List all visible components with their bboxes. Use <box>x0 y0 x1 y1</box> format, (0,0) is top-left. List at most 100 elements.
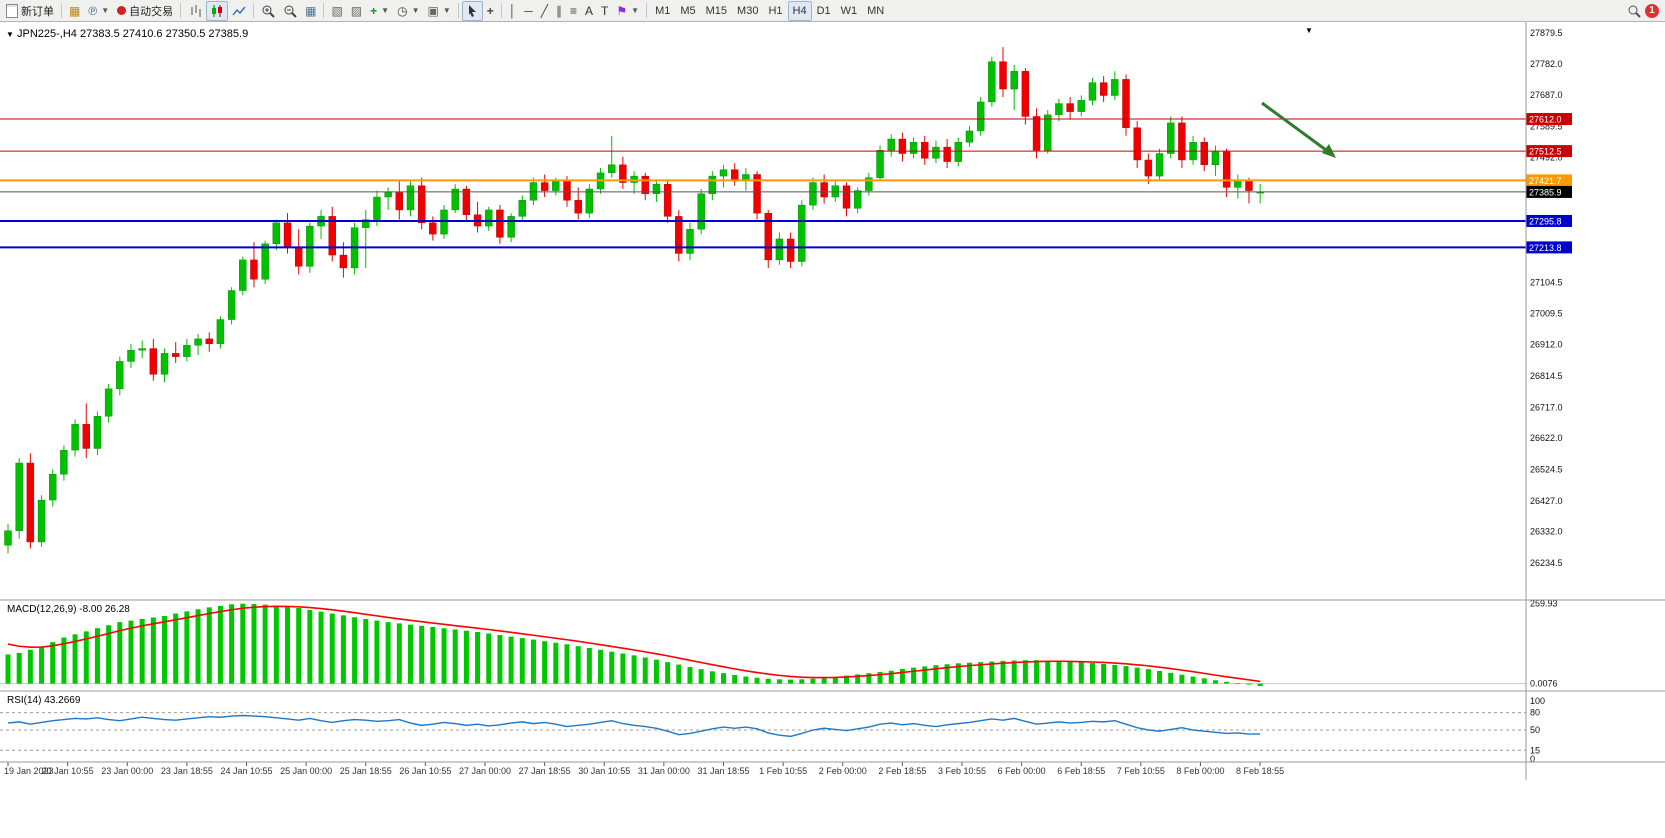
zoom-out-button[interactable] <box>279 1 301 21</box>
vertical-line-icon: │ <box>508 3 517 18</box>
candle-body <box>227 290 236 320</box>
timeframe-d1-button[interactable]: D1 <box>816 4 831 17</box>
candle-body <box>853 190 862 209</box>
fibonacci-tool[interactable]: ≡ <box>566 1 581 21</box>
price-tag-text: 27295.8 <box>1529 216 1562 226</box>
label-tool[interactable]: T <box>597 1 612 21</box>
search-button[interactable] <box>1623 1 1645 21</box>
zoom-in-button[interactable] <box>257 1 279 21</box>
rsi-axis-label: 50 <box>1530 725 1540 735</box>
candle-body <box>686 229 694 254</box>
timeframe-m30-button[interactable]: M30 <box>737 4 759 17</box>
autotrading-button[interactable]: 自动交易 <box>113 1 177 21</box>
candle-body <box>4 530 12 546</box>
trend-arrow[interactable] <box>1261 101 1336 158</box>
separator <box>457 3 459 18</box>
time-axis-label: 31 Jan 18:55 <box>697 766 749 776</box>
indicator-window-icon: ▧ <box>331 3 343 18</box>
timeframe-m1-button[interactable]: M1 <box>655 4 671 17</box>
periods-button[interactable]: ◷ ▼ <box>393 1 423 21</box>
candle-body <box>1055 103 1063 116</box>
candle-body <box>798 204 806 262</box>
horizontal-line-icon: ─ <box>524 3 533 18</box>
candle-body <box>887 138 895 151</box>
timeframe-m5-button[interactable]: M5 <box>680 4 696 17</box>
candle-body <box>250 259 258 280</box>
arrows-tool-icon: ⚑ <box>616 3 628 18</box>
indicator-list-button[interactable]: ▨ <box>347 1 366 21</box>
time-axis-label: 19 Jan 2023 <box>4 766 54 776</box>
rsi-line <box>7 714 1261 738</box>
candle-body <box>652 183 661 195</box>
templates-button[interactable]: ▣ ▼ <box>423 1 454 21</box>
time-axis-label: 23 Jan 00:00 <box>101 766 153 776</box>
time-axis-label: 26 Jan 10:55 <box>399 766 451 776</box>
line-chart-button[interactable] <box>228 1 250 21</box>
trendline-tool[interactable]: ╱ <box>537 1 552 21</box>
price-tag-text: 27385.9 <box>1529 187 1562 197</box>
tile-windows-button[interactable]: ▦ <box>301 1 320 21</box>
price-axis-label: 26234.5 <box>1530 558 1563 568</box>
crosshair-tool-button[interactable]: + <box>483 1 498 21</box>
candlestick-chart-button[interactable] <box>206 0 229 21</box>
line-chart-icon <box>232 6 246 15</box>
candle-body <box>1222 151 1231 188</box>
vertical-line-tool[interactable]: │ <box>505 1 521 21</box>
candle-body <box>1167 122 1175 154</box>
price-tag-bg <box>1526 145 1572 158</box>
profiles-button[interactable]: ℗ ▼ <box>84 1 113 21</box>
candle-body <box>909 142 918 154</box>
new-chart-button[interactable]: ▦ <box>65 1 84 21</box>
candle-body <box>529 182 538 201</box>
chart-canvas[interactable]: 27879.5 27782.0 27687.0 27589.5 27492.0 27104… <box>0 22 1665 833</box>
add-indicator-button[interactable]: + ▼ <box>366 1 393 21</box>
timeframe-h4-button[interactable]: H4 <box>787 0 812 21</box>
trend-arrow-shaft <box>1261 101 1327 152</box>
autotrading-label: 自动交易 <box>129 5 174 18</box>
candle-body <box>462 188 471 215</box>
text-tool[interactable]: A <box>581 1 597 21</box>
new-order-icon <box>6 3 18 18</box>
timeframe-h1-button[interactable]: H1 <box>768 4 783 17</box>
template-icon: ▣ <box>427 3 439 18</box>
price-axis-label: 26717.0 <box>1530 403 1563 413</box>
macd-signal-line <box>7 605 1261 683</box>
arrows-tool[interactable]: ⚑ ▼ <box>612 1 643 21</box>
candle-body <box>898 138 907 154</box>
candle-body <box>697 193 705 230</box>
candle-body <box>1211 151 1220 166</box>
price-axis-label: 27782.0 <box>1530 59 1563 69</box>
channel-tool[interactable]: ∥ <box>552 1 566 21</box>
candle-body <box>384 192 392 198</box>
candle-body <box>1178 122 1186 161</box>
candle-body <box>1234 180 1242 188</box>
new-order-button[interactable]: 新订单 <box>2 1 58 21</box>
candle-body <box>1066 103 1074 112</box>
price-tag-text: 27421.7 <box>1529 176 1562 186</box>
collapse-icon[interactable]: ▼ <box>6 30 14 39</box>
candle-body <box>294 246 303 267</box>
candle-body <box>786 238 795 262</box>
candle-body <box>339 254 348 269</box>
candle-body <box>619 164 627 183</box>
cursor-tool-button[interactable] <box>461 0 483 21</box>
indicator-window-button[interactable]: ▧ <box>327 1 346 21</box>
timeframe-w1-button[interactable]: W1 <box>840 4 858 17</box>
candle-body <box>1032 116 1041 151</box>
horizontal-line-tool[interactable]: ─ <box>520 1 537 21</box>
separator <box>180 3 182 18</box>
price-tag-text: 27612.0 <box>1529 115 1562 125</box>
price-axis-label: 26814.5 <box>1530 371 1563 381</box>
chart-symbol-title: JPN225-,H4 <box>16 28 77 40</box>
chevron-down-icon: ▼ <box>411 6 420 15</box>
candle-body <box>708 175 717 195</box>
bar-chart-button[interactable] <box>184 1 206 21</box>
notification-badge[interactable]: 1 <box>1645 3 1659 18</box>
candle-body <box>507 216 515 238</box>
chart-shift-marker[interactable]: ▼ <box>1305 26 1313 35</box>
price-tag-bg <box>1526 241 1572 254</box>
timeframe-mn-button[interactable]: MN <box>867 4 885 17</box>
timeframe-m15-button[interactable]: M15 <box>705 4 728 17</box>
price-tag-text: 27213.8 <box>1529 243 1562 253</box>
